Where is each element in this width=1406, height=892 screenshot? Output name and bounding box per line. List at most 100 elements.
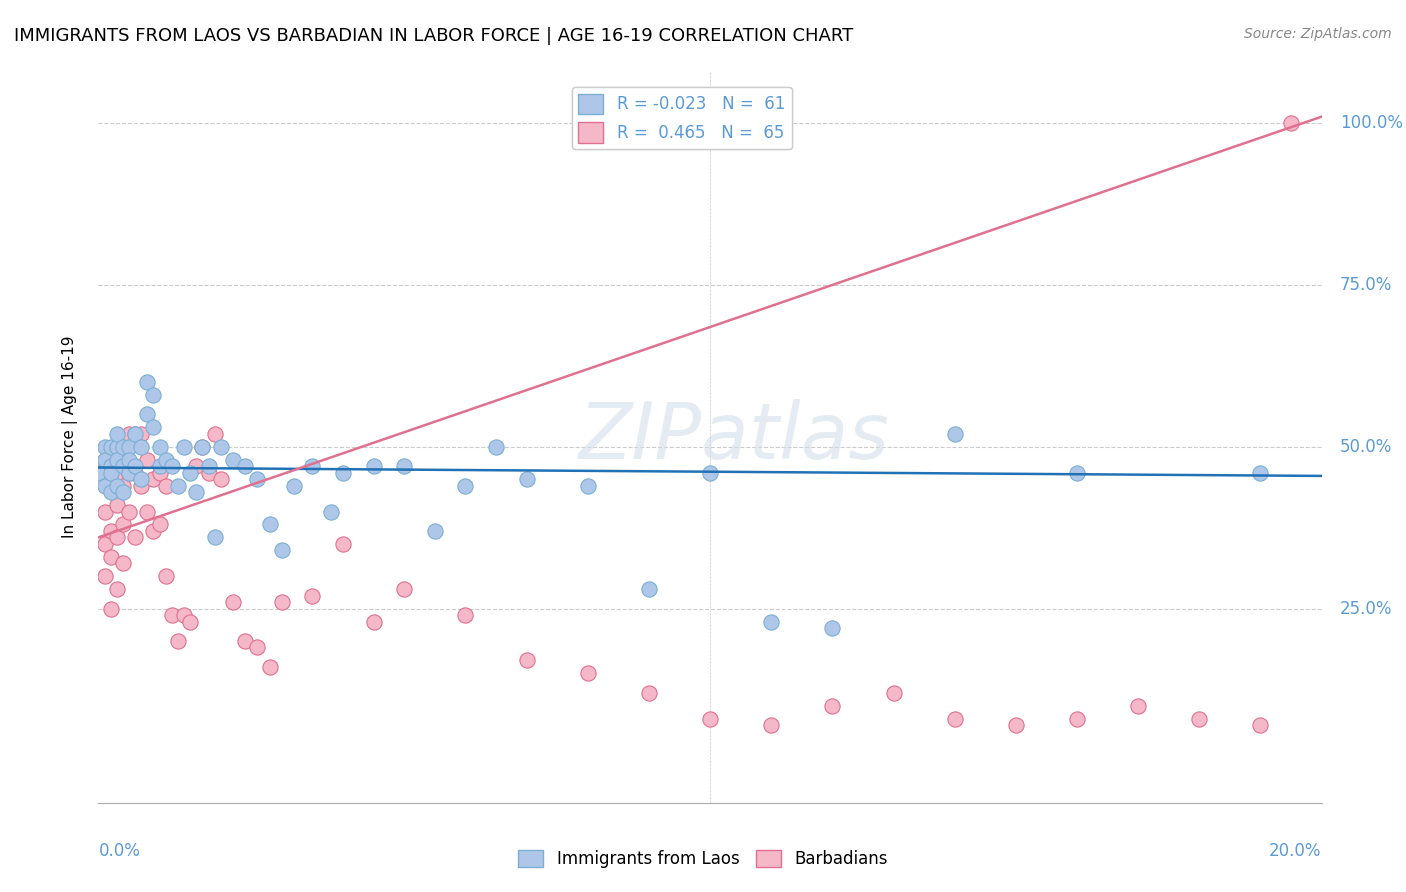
Point <box>93 478 115 492</box>
Point <box>111 557 134 571</box>
Point <box>136 375 159 389</box>
Point <box>204 530 226 544</box>
Point <box>129 440 152 454</box>
Point <box>246 640 269 655</box>
Point <box>129 426 152 441</box>
Point <box>105 452 128 467</box>
Point <box>699 712 721 726</box>
Point <box>93 504 115 518</box>
Point <box>454 608 477 623</box>
Point <box>142 472 165 486</box>
Point <box>93 440 115 454</box>
Point <box>100 459 122 474</box>
Point <box>155 569 177 583</box>
Point <box>332 537 354 551</box>
Point <box>259 660 281 674</box>
Point <box>93 452 115 467</box>
Point <box>124 426 146 441</box>
Point <box>105 478 128 492</box>
Point <box>118 440 141 454</box>
Text: ZIPatlas: ZIPatlas <box>579 399 890 475</box>
Point <box>485 440 508 454</box>
Point <box>100 478 122 492</box>
Point <box>105 498 128 512</box>
Point <box>637 582 661 597</box>
Point <box>301 459 323 474</box>
Point <box>392 459 416 474</box>
Point <box>363 615 385 629</box>
Y-axis label: In Labor Force | Age 16-19: In Labor Force | Age 16-19 <box>62 335 77 539</box>
Point <box>516 472 538 486</box>
Point <box>1128 698 1150 713</box>
Text: IMMIGRANTS FROM LAOS VS BARBADIAN IN LABOR FORCE | AGE 16-19 CORRELATION CHART: IMMIGRANTS FROM LAOS VS BARBADIAN IN LAB… <box>14 27 853 45</box>
Point <box>118 504 141 518</box>
Point <box>222 595 245 609</box>
Point <box>516 653 538 667</box>
Point <box>759 718 782 732</box>
Point <box>142 524 165 538</box>
Point <box>118 452 141 467</box>
Point <box>93 537 115 551</box>
Point <box>283 478 305 492</box>
Point <box>149 466 172 480</box>
Point <box>100 440 122 454</box>
Point <box>136 452 159 467</box>
Text: 75.0%: 75.0% <box>1340 276 1392 294</box>
Point <box>209 472 232 486</box>
Point <box>129 478 152 492</box>
Point <box>124 426 146 441</box>
Point <box>100 524 122 538</box>
Text: 100.0%: 100.0% <box>1340 114 1403 132</box>
Point <box>943 426 966 441</box>
Point <box>105 530 128 544</box>
Point <box>332 466 354 480</box>
Point <box>118 466 141 480</box>
Point <box>111 485 134 500</box>
Point <box>197 459 219 474</box>
Point <box>699 466 721 480</box>
Point <box>301 589 323 603</box>
Point <box>167 634 190 648</box>
Point <box>105 466 128 480</box>
Legend: Immigrants from Laos, Barbadians: Immigrants from Laos, Barbadians <box>512 843 894 875</box>
Point <box>821 621 844 635</box>
Point <box>191 440 214 454</box>
Point <box>173 440 195 454</box>
Point <box>1066 466 1088 480</box>
Point <box>105 440 128 454</box>
Point <box>259 517 281 532</box>
Point <box>136 504 159 518</box>
Point <box>100 466 122 480</box>
Point <box>105 582 128 597</box>
Point <box>93 569 115 583</box>
Point <box>1066 712 1088 726</box>
Point <box>167 478 190 492</box>
Point <box>576 666 599 681</box>
Text: 25.0%: 25.0% <box>1340 599 1392 617</box>
Point <box>129 472 152 486</box>
Point <box>186 459 208 474</box>
Point <box>87 466 110 480</box>
Point <box>100 485 122 500</box>
Point <box>118 426 141 441</box>
Point <box>209 440 232 454</box>
Point <box>160 459 183 474</box>
Point <box>149 440 172 454</box>
Text: 20.0%: 20.0% <box>1270 842 1322 860</box>
Point <box>111 440 134 454</box>
Point <box>233 634 256 648</box>
Point <box>576 478 599 492</box>
Point <box>759 615 782 629</box>
Point <box>111 517 134 532</box>
Point <box>246 472 269 486</box>
Point <box>100 549 122 564</box>
Point <box>142 420 165 434</box>
Point <box>270 595 292 609</box>
Point <box>821 698 844 713</box>
Point <box>160 608 183 623</box>
Point <box>149 517 172 532</box>
Point <box>233 459 256 474</box>
Point <box>124 466 146 480</box>
Point <box>1249 466 1271 480</box>
Point <box>111 478 134 492</box>
